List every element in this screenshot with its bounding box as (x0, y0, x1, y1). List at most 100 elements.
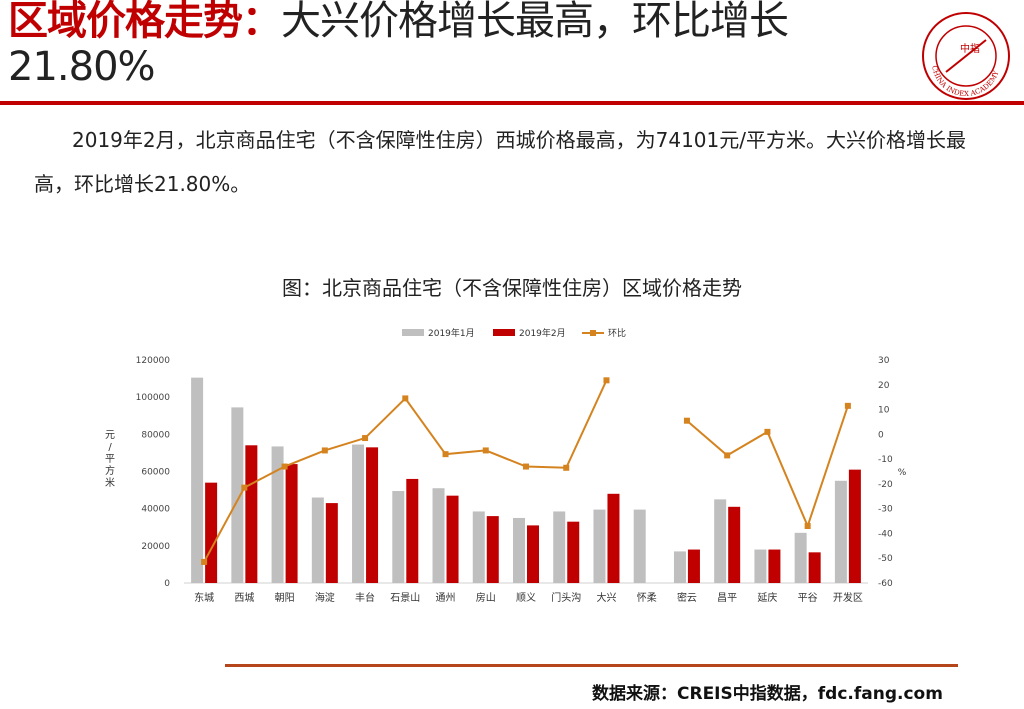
bar-feb-开发区 (848, 469, 861, 583)
line-point-西城 (241, 484, 248, 491)
y-right-tick-label: 30 (878, 356, 890, 366)
summary-paragraph: 2019年2月，北京商品住宅（不含保障性住房）西城价格最高，为74101元/平方… (34, 128, 966, 196)
y-left-axis-label: 元/平方米 (105, 430, 115, 489)
bar-feb-丰台 (366, 447, 379, 583)
y-right-tick-label: 20 (878, 381, 890, 391)
x-tick-label: 密云 (677, 591, 697, 604)
legend-swatch-feb (493, 329, 515, 336)
x-tick-label: 西城 (234, 592, 254, 604)
x-tick-label: 海淀 (315, 591, 335, 604)
bar-feb-西城 (245, 445, 258, 583)
line-point-开发区 (844, 402, 851, 409)
title-rest: 大兴价格增长最高，环比增长21.80% (8, 0, 789, 90)
line-point-石景山 (402, 395, 409, 402)
y-right-tick-label: -10 (878, 455, 893, 465)
bar-feb-顺义 (527, 525, 539, 583)
y-right-tick-label: -30 (878, 505, 893, 515)
bar-feb-石景山 (406, 478, 419, 583)
x-tick-label: 大兴 (596, 591, 616, 604)
line-point-丰台 (362, 435, 369, 442)
bar-jan-朝阳 (271, 446, 284, 583)
bar-feb-房山 (486, 516, 499, 583)
line-point-昌平 (724, 452, 731, 459)
x-tick-label: 怀柔 (637, 592, 657, 604)
bar-jan-东城 (191, 377, 204, 583)
line-point-海淀 (321, 447, 328, 454)
bar-jan-昌平 (714, 499, 727, 583)
y-right-tick-label: -40 (878, 529, 893, 539)
y-left-tick-label: 100000 (136, 393, 171, 403)
bar-jan-怀柔 (633, 509, 646, 583)
bar-jan-房山 (472, 511, 485, 583)
bar-jan-密云 (673, 551, 686, 583)
bar-jan-大兴 (593, 509, 606, 583)
x-tick-label: 延庆 (757, 591, 777, 604)
x-tick-label: 丰台 (355, 591, 375, 604)
y-left-tick-label: 20000 (141, 542, 170, 552)
bar-feb-门头沟 (567, 521, 580, 583)
line-point-通州 (442, 451, 449, 458)
data-source: 数据来源：CREIS中指数据，fdc.fang.com (592, 684, 943, 704)
line-point-密云 (683, 417, 690, 424)
bar-jan-延庆 (754, 549, 767, 583)
y-left-tick-label: 60000 (141, 468, 170, 478)
line-series-segment (203, 379, 608, 563)
bar-feb-海淀 (325, 503, 338, 583)
line-point-门头沟 (563, 464, 570, 471)
bar-jan-顺义 (513, 517, 525, 583)
y-right-axis-label: % (898, 468, 907, 478)
bar-jan-门头沟 (553, 511, 566, 583)
page-title: 区域价格走势：大兴价格增长最高，环比增长21.80% (8, 0, 908, 90)
bar-feb-平谷 (808, 552, 821, 583)
line-point-平谷 (804, 523, 811, 530)
bar-jan-平谷 (794, 532, 807, 583)
logo-center-text: 中指 (960, 42, 980, 55)
legend-label-feb: 2019年2月 (519, 327, 566, 339)
x-tick-label: 门头沟 (551, 591, 581, 604)
bar-feb-东城 (205, 482, 218, 583)
y-left-tick-label: 0 (164, 579, 170, 589)
china-index-academy-logo: CHINA INDEX ACADEMY 中指 (920, 10, 1012, 102)
legend-marker-mom (590, 330, 596, 336)
x-tick-label: 顺义 (516, 592, 536, 604)
y-right-tick-label: 0 (878, 430, 884, 440)
bar-jan-开发区 (834, 480, 847, 583)
bar-feb-朝阳 (285, 464, 298, 583)
x-tick-label: 通州 (436, 592, 456, 604)
bar-feb-延庆 (768, 549, 781, 583)
line-point-东城 (201, 558, 208, 565)
y-right-tick-label: -60 (878, 579, 893, 589)
y-left-tick-label: 120000 (136, 356, 171, 366)
line-point-大兴 (603, 377, 610, 384)
x-tick-label: 昌平 (717, 592, 737, 604)
line-point-延庆 (764, 428, 771, 435)
x-tick-label: 房山 (476, 591, 496, 604)
bar-jan-石景山 (392, 491, 405, 583)
y-right-tick-label: -20 (878, 480, 893, 490)
footer-divider (225, 664, 958, 667)
bar-jan-西城 (231, 407, 244, 583)
bar-feb-密云 (687, 549, 700, 583)
y-left-tick-label: 40000 (141, 505, 170, 515)
x-tick-label: 平谷 (798, 592, 818, 604)
legend-label-mom: 环比 (608, 327, 626, 339)
bar-jan-丰台 (352, 444, 365, 583)
legend-swatch-jan (402, 329, 424, 336)
x-tick-label: 开发区 (833, 591, 863, 604)
y-right-tick-label: 10 (878, 406, 890, 416)
line-point-朝阳 (281, 463, 288, 470)
line-series-segment (686, 405, 849, 529)
x-tick-label: 朝阳 (275, 592, 295, 604)
bar-feb-昌平 (728, 506, 741, 583)
y-left-tick-label: 80000 (141, 430, 170, 440)
legend-label-jan: 2019年1月 (428, 327, 475, 339)
x-tick-label: 石景山 (390, 592, 420, 604)
y-right-tick-label: -50 (878, 554, 893, 564)
bar-jan-海淀 (311, 497, 324, 583)
title-highlight: 区域价格走势： (8, 0, 282, 44)
line-point-房山 (482, 447, 489, 454)
bar-feb-大兴 (607, 493, 620, 583)
x-tick-label: 东城 (194, 591, 214, 604)
chart-title: 图：北京商品住宅（不含保障性住房）区域价格走势 (282, 276, 742, 300)
